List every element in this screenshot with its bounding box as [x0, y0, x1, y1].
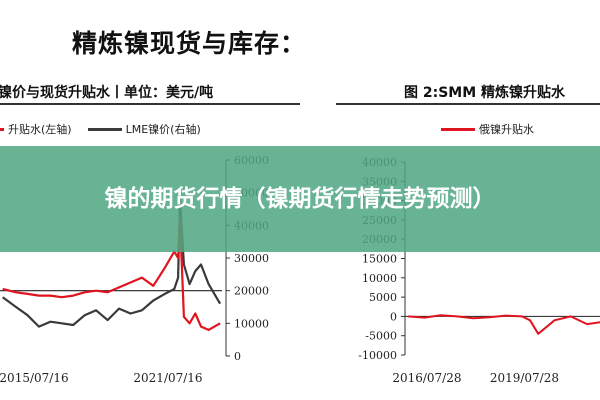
- left-legend: 升贴水(左轴) LME镍价(右轴): [0, 121, 211, 137]
- legend-swatch-red: [0, 127, 4, 131]
- russian-nickel-premium-line: [408, 314, 600, 335]
- legend-swatch-russian: [441, 127, 475, 131]
- left-right-tick-label: 20000: [234, 285, 269, 298]
- page-heading: 精炼镍现货与库存：: [72, 29, 307, 58]
- legend-item-premium: 升贴水(左轴): [0, 121, 72, 137]
- right-y-tick-label: 15000: [362, 253, 397, 266]
- legend-label-lme: LME镍价(右轴): [125, 123, 201, 136]
- legend-item-russian: 俄镍升贴水: [441, 121, 534, 137]
- left-right-tick-label: 30000: [234, 252, 269, 265]
- legend-label-premium: 升贴水(左轴): [8, 123, 72, 136]
- left-x-tick-label: 2015/07/16: [0, 371, 69, 385]
- right-chart-title: 图 2:SMM 精炼镍升贴水: [404, 85, 566, 101]
- left-right-tick-label: 0: [234, 350, 241, 363]
- right-y-tick-label: 5000: [369, 291, 397, 304]
- lme-price-line: [2, 198, 222, 328]
- right-title-rule: [336, 103, 600, 105]
- legend-swatch-black: [87, 127, 122, 131]
- title-banner: 镍的期货行情（镍期货行情走势预测）: [0, 146, 600, 252]
- right-x-tick-label: 2019/07/28: [490, 371, 559, 385]
- right-y-tick-label: -10000: [358, 349, 397, 362]
- right-y-tick-label: 0: [390, 310, 397, 323]
- banner-title: 镍的期货行情（镍期货行情走势预测）: [104, 186, 496, 212]
- right-y-tick-label: -5000: [365, 330, 397, 343]
- legend-label-russian: 俄镍升贴水: [479, 123, 534, 136]
- premium-line: [2, 217, 221, 331]
- right-x-tick-label: 2016/07/28: [392, 371, 461, 385]
- left-right-tick-label: 10000: [234, 317, 269, 330]
- left-x-tick-label: 2021/07/16: [133, 371, 202, 385]
- left-title-rule: [0, 103, 300, 105]
- right-y-tick-label: 10000: [362, 272, 397, 285]
- right-legend: 俄镍升贴水: [441, 121, 544, 137]
- legend-item-lme: LME镍价(右轴): [87, 121, 201, 137]
- left-chart-title: 镍价与现货升贴水丨单位：美元/吨: [0, 85, 214, 101]
